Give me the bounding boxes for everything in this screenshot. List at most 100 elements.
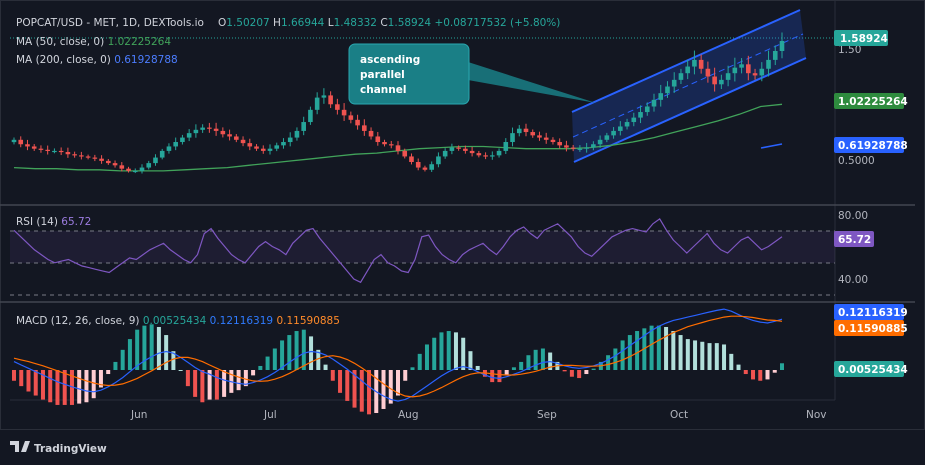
price-tick-high: 1.50 — [838, 44, 861, 56]
candle-body — [321, 95, 327, 98]
macd-histogram-bar — [91, 370, 96, 399]
rsi-value-label: 65.72 — [838, 234, 871, 246]
ma200-segment — [760, 143, 783, 149]
candle-body — [281, 142, 286, 146]
macd-histogram-bar — [685, 339, 690, 370]
macd-histogram-bar — [98, 370, 103, 388]
candle-body — [25, 144, 30, 147]
candle-body — [618, 126, 623, 131]
macd-histogram-bar — [135, 329, 140, 370]
candle-body — [58, 150, 64, 153]
macd-histogram-bar — [193, 370, 198, 397]
candle-body — [382, 142, 387, 145]
rsi-value-label-bg — [834, 231, 874, 247]
channel-fill — [572, 10, 806, 162]
macd-histogram-bar — [367, 370, 372, 415]
macd-value-label: 0.12116319 — [838, 307, 908, 319]
annotation-line-2: parallel — [360, 69, 405, 81]
candle-body — [719, 79, 724, 85]
tradingview-logo-icon — [10, 441, 30, 452]
macd-histogram-bar — [591, 368, 596, 370]
macd-histogram-bar — [584, 370, 589, 375]
macd-value-label-bg — [834, 304, 904, 320]
macd-histogram-bar — [497, 370, 502, 383]
macd-histogram-bar — [504, 370, 509, 376]
candle-body — [678, 73, 684, 80]
macd-histogram-bar — [84, 370, 89, 403]
signal-value-label-bg — [834, 320, 904, 336]
macd-histogram-bar — [606, 355, 611, 370]
candle-body — [624, 122, 630, 127]
candle-body — [146, 163, 152, 168]
macd-histogram-bar — [511, 367, 516, 370]
rsi-tick-80: 80.00 — [838, 210, 868, 222]
x-tick-oct: Oct — [670, 409, 688, 421]
macd-histogram-bar — [446, 331, 451, 370]
candle-body — [449, 147, 455, 151]
candle-body — [159, 150, 165, 158]
annotation-line-1: ascending — [360, 54, 420, 66]
macd-histogram-bar — [490, 370, 495, 383]
macd-histogram-bar — [613, 348, 618, 370]
candle-body — [543, 137, 549, 140]
channel-mid-line — [572, 33, 804, 138]
macd-histogram-bar — [265, 356, 270, 370]
candle-body — [335, 104, 340, 110]
candle-body — [638, 112, 643, 118]
macd-histogram-bar — [113, 361, 118, 370]
x-tick-aug: Aug — [398, 409, 419, 421]
candle-body — [328, 95, 333, 105]
candle-body — [651, 99, 657, 107]
candle-body — [355, 119, 360, 126]
price-tick-low: 0.5000 — [838, 155, 875, 167]
ohlc-readout: O1.50207 H1.66944 L1.48332 C1.58924 +0.0… — [218, 17, 560, 29]
candle-body — [597, 139, 603, 145]
candle-body — [752, 73, 758, 76]
macd-histogram-bar — [765, 370, 770, 380]
candle-body — [388, 144, 394, 146]
macd-histogram-bar — [214, 370, 219, 400]
histogram-value-label-bg — [834, 361, 904, 377]
price-panel: ascending parallel channel — [10, 9, 835, 174]
macd-histogram-bar — [751, 370, 756, 380]
macd-histogram-bar — [156, 326, 161, 370]
candle-body — [779, 41, 785, 51]
macd-histogram-bar — [700, 341, 705, 370]
candle-body — [611, 130, 616, 136]
rsi-legend: RSI (14) 65.72 — [16, 216, 91, 228]
annotation-box — [348, 43, 470, 105]
candle-body — [368, 130, 374, 137]
macd-histogram-bar — [12, 370, 16, 381]
macd-histogram-bar — [736, 364, 741, 370]
candle-body — [665, 86, 670, 94]
candle-body — [658, 93, 664, 100]
x-tick-nov: Nov — [806, 409, 827, 421]
macd-histogram-bar — [345, 370, 350, 401]
rsi-line — [13, 218, 783, 284]
macd-panel — [12, 308, 784, 415]
macd-histogram-bar — [475, 365, 480, 370]
candle-body — [577, 148, 583, 150]
callout-pointer — [468, 62, 596, 103]
macd-histogram-bar — [352, 370, 357, 408]
candle-body — [503, 142, 509, 151]
candle-body — [698, 59, 704, 69]
macd-histogram-bar — [40, 370, 45, 400]
candle-body — [31, 146, 37, 149]
macd-histogram-bar — [149, 324, 154, 370]
candle-body — [38, 148, 44, 150]
candle-body — [260, 148, 266, 151]
annotation-line-3: channel — [360, 84, 406, 96]
macd-histogram-bar — [620, 340, 625, 370]
candle-body — [52, 150, 57, 153]
candle-body — [240, 139, 246, 144]
candle-body — [537, 135, 542, 138]
candle-body — [510, 133, 515, 143]
macd-histogram-bar — [707, 343, 712, 370]
macd-histogram-bar — [294, 331, 299, 370]
macd-histogram-bar — [287, 335, 292, 370]
macd-histogram-bar — [403, 370, 408, 381]
candle-body — [247, 143, 253, 147]
candle-body — [139, 167, 145, 171]
candle-body — [456, 147, 461, 149]
